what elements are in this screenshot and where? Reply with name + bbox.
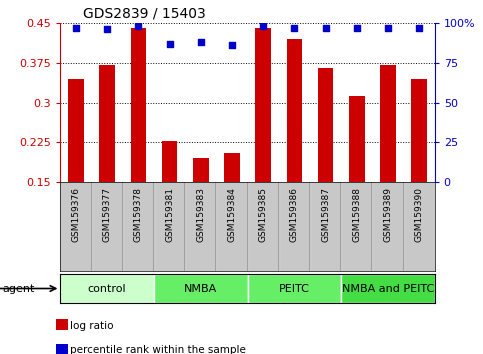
Bar [68,79,84,182]
Bar [412,79,427,182]
Text: GSM159390: GSM159390 [414,187,424,242]
Point [384,25,392,31]
Bar [349,96,365,182]
Bar [154,274,248,303]
Point [259,23,267,29]
Text: GSM159381: GSM159381 [165,187,174,242]
Point [353,25,361,31]
Text: GSM159389: GSM159389 [384,187,392,242]
Bar [341,274,435,303]
Bar [256,28,271,182]
Bar [99,65,115,182]
Point [166,41,173,46]
Point [134,23,142,29]
Bar [380,65,396,182]
Point [322,25,329,31]
Text: GSM159383: GSM159383 [196,187,205,242]
Bar [60,274,154,303]
Text: control: control [88,284,127,293]
Text: GSM159387: GSM159387 [321,187,330,242]
Point [290,25,298,31]
Text: GSM159385: GSM159385 [258,187,268,242]
Text: NMBA and PEITC: NMBA and PEITC [342,284,434,293]
Text: GSM159378: GSM159378 [134,187,143,242]
Bar [130,28,146,182]
Bar [286,39,302,182]
Text: log ratio: log ratio [70,321,114,331]
Point [72,25,80,31]
Point [415,25,423,31]
Text: PEITC: PEITC [279,284,310,293]
Text: GDS2839 / 15403: GDS2839 / 15403 [83,6,206,21]
Text: GSM159376: GSM159376 [71,187,81,242]
Bar [162,141,177,182]
Bar [224,153,240,182]
Point [228,42,236,48]
Text: GSM159388: GSM159388 [352,187,361,242]
Point [103,27,111,32]
Bar [193,159,209,182]
Text: agent: agent [2,284,35,293]
Text: NMBA: NMBA [184,284,217,293]
Text: GSM159386: GSM159386 [290,187,299,242]
Bar [247,274,341,303]
Text: percentile rank within the sample: percentile rank within the sample [70,346,246,354]
Bar [318,68,333,182]
Point [197,39,205,45]
Text: GSM159384: GSM159384 [227,187,237,242]
Text: GSM159377: GSM159377 [103,187,112,242]
